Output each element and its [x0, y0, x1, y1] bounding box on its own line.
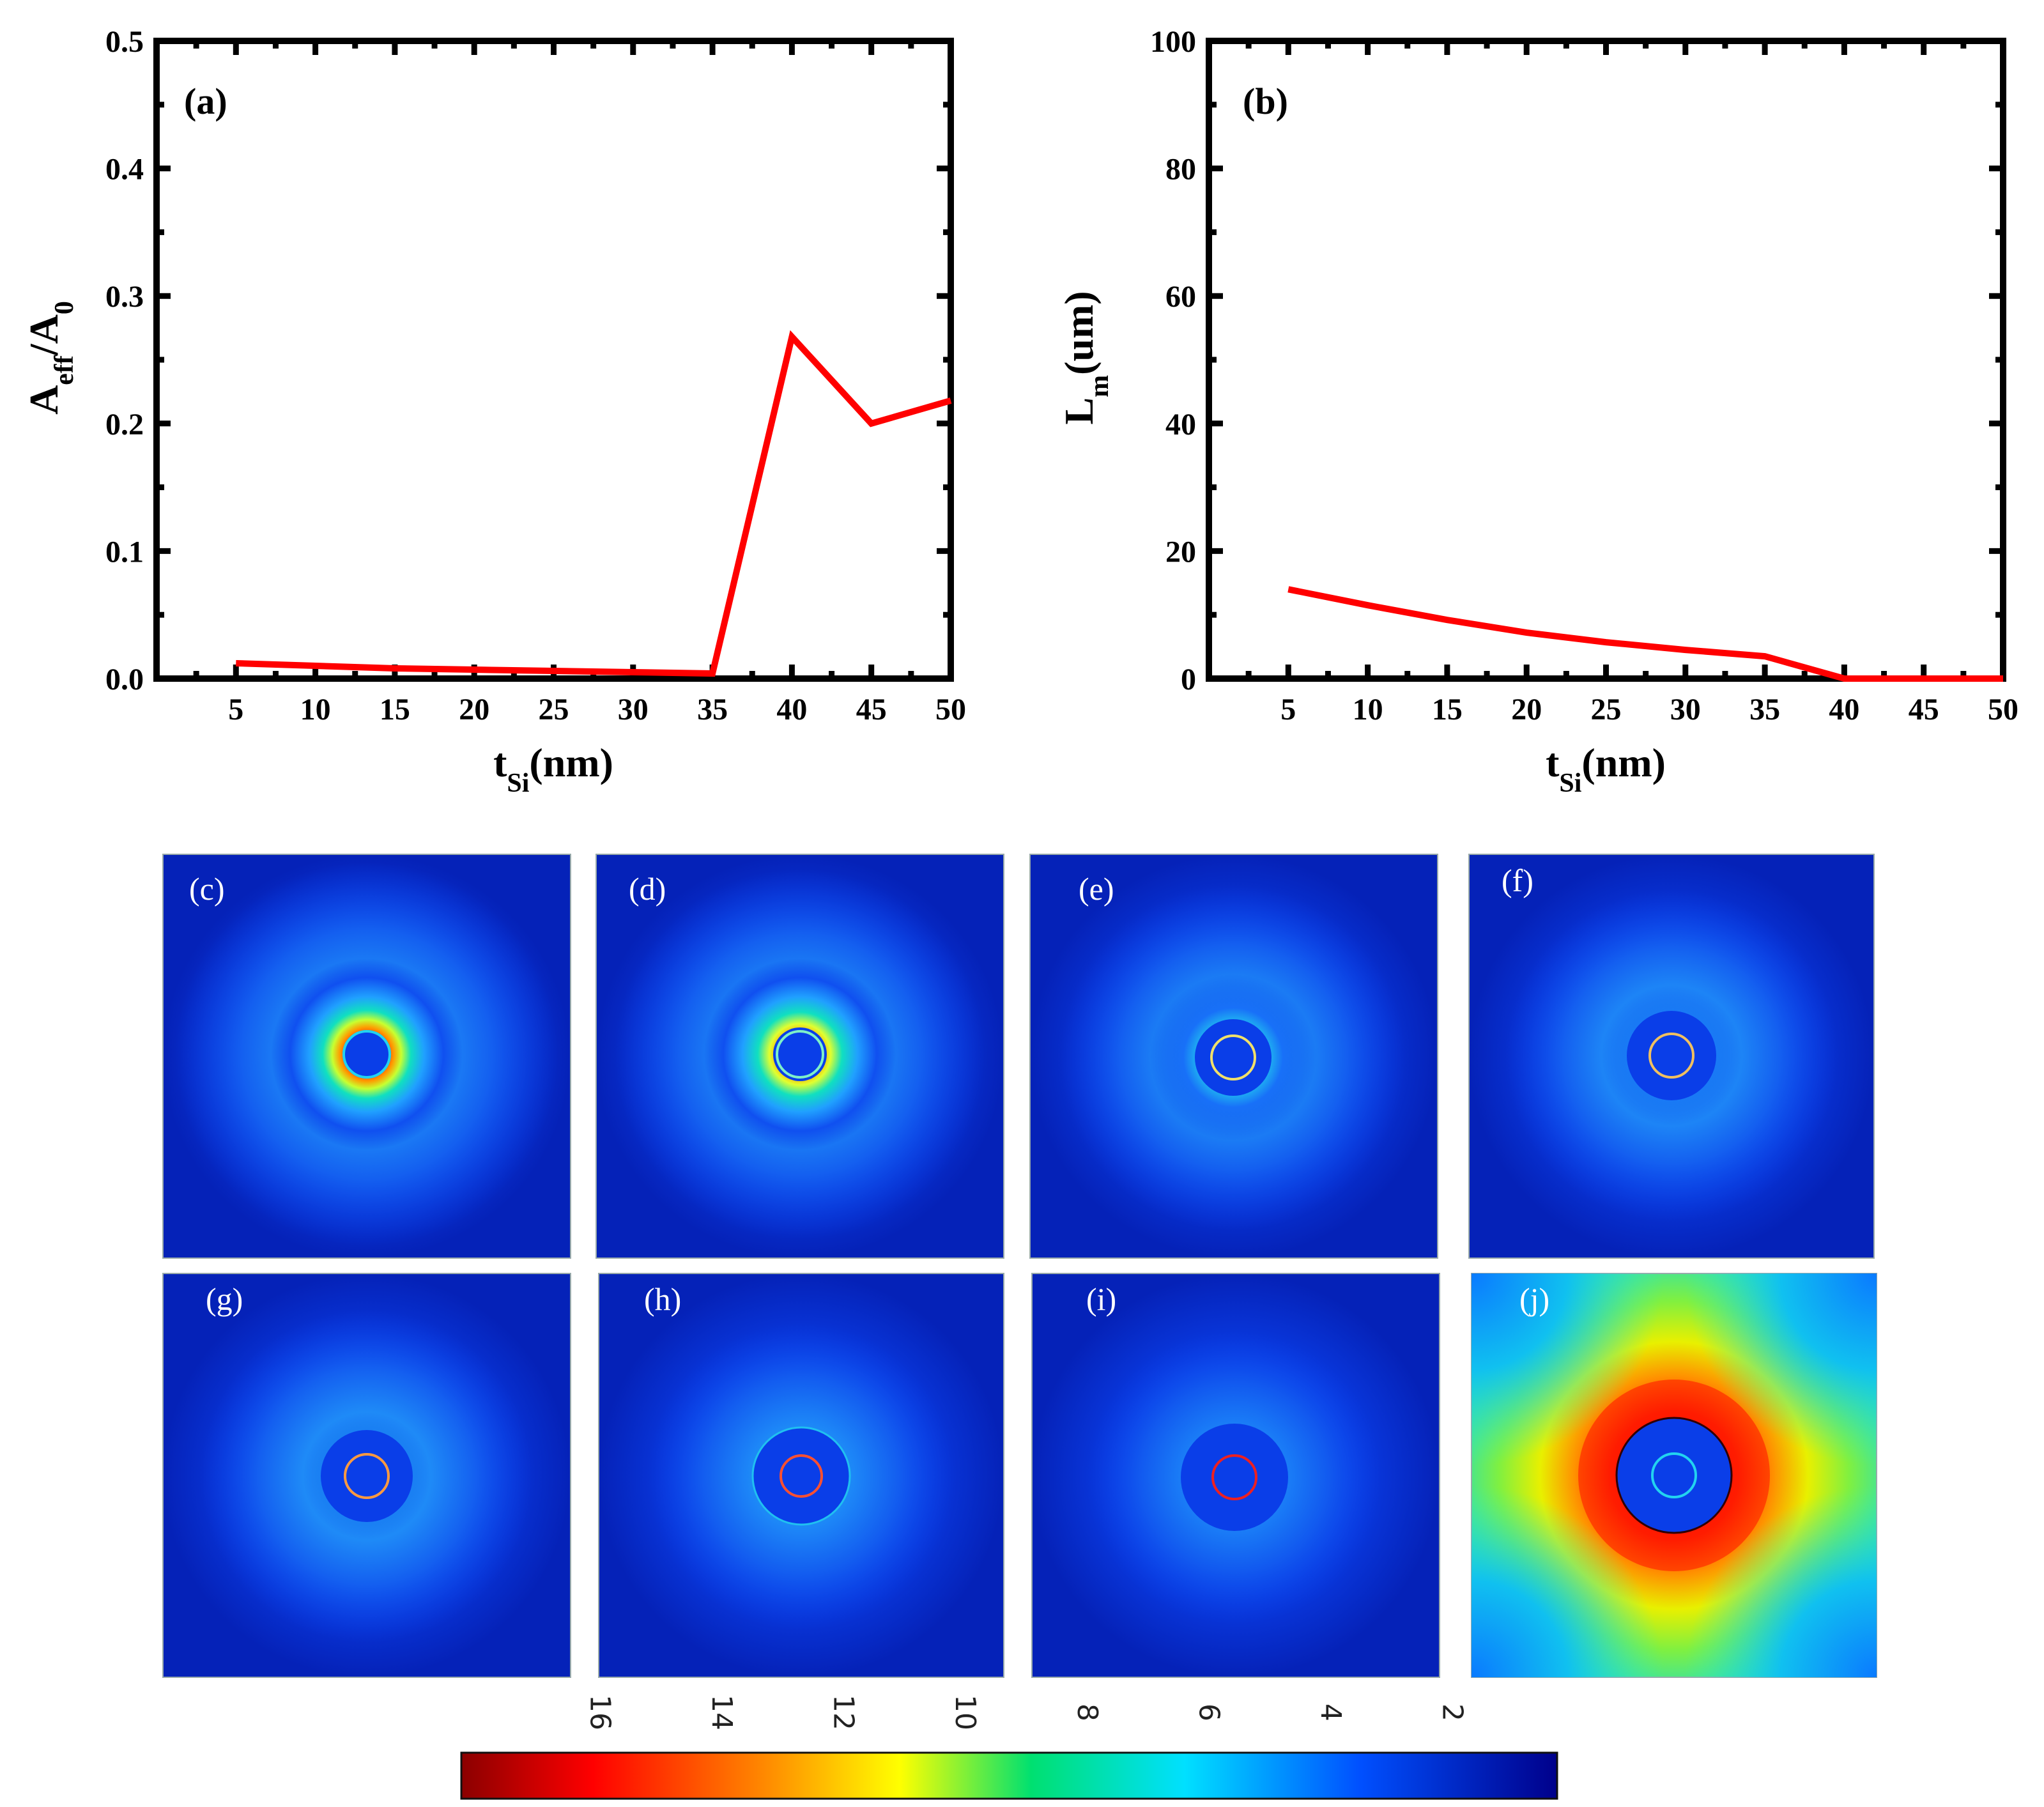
x-tick-label: 10: [1353, 693, 1383, 727]
core-disk: [1627, 1011, 1716, 1100]
y-tick-label: 40: [1165, 408, 1196, 442]
core-ring: [344, 1453, 390, 1499]
core-ring: [1648, 1033, 1694, 1079]
map-label: (i): [1086, 1281, 1116, 1317]
y-axis-title: Aeff/A0: [21, 301, 79, 415]
field-map-d: (d): [596, 854, 1004, 1259]
x-tick-labels: 5 10 15 20 25 30 35 40 45 50: [1280, 693, 2018, 727]
x-tick-label: 20: [1511, 693, 1542, 727]
field-maps: (c) (d) (e) (f): [162, 854, 1877, 1678]
x-tick-label: 15: [1432, 693, 1463, 727]
field-map-g: (g): [162, 1273, 571, 1678]
x-tick-label: 50: [935, 693, 966, 727]
x-tick-label: 35: [697, 693, 728, 727]
core-disk: [1181, 1424, 1288, 1531]
x-tick-label: 15: [380, 693, 410, 727]
plot-frame: [153, 38, 954, 682]
x-axis-title: tSi(nm): [493, 740, 613, 798]
map-label: (j): [1519, 1281, 1549, 1317]
y-tick-label: 0: [1181, 663, 1196, 696]
x-ticks: [1245, 41, 1967, 679]
core-disk: [321, 1430, 413, 1522]
y-tick-label: 0.3: [105, 280, 144, 314]
map-label: (h): [644, 1281, 681, 1317]
y-tick-labels: 0 20 40 60 80 100: [1150, 25, 1196, 696]
core-ring: [1211, 1454, 1257, 1500]
plot-frame: [1206, 38, 2006, 682]
map-label: (c): [189, 871, 225, 907]
panel-label: (a): [184, 81, 227, 122]
map-label: (g): [206, 1281, 243, 1317]
x-tick-label: 25: [539, 693, 569, 727]
colorbar-tick-labels: 16 14 12 10 8 6 4 2: [584, 1695, 1469, 1730]
series-line: [236, 330, 952, 677]
core-ring: [342, 1030, 391, 1079]
field-map-c: (c): [162, 854, 571, 1259]
y-tick-label: 20: [1165, 535, 1196, 569]
chart-b: 5 10 15 20 25 30 35 40 45 50 0 20 40 60 80 100 (b) tSi…: [1056, 25, 2018, 798]
core-disk: [1195, 1019, 1272, 1096]
x-tick-label: 20: [459, 693, 489, 727]
x-tick-label: 50: [1988, 693, 2018, 727]
x-tick-label: 30: [618, 693, 649, 727]
core-ring: [1651, 1452, 1697, 1498]
y-tick-label: 0.2: [105, 408, 144, 442]
x-axis-title: tSi(nm): [1546, 740, 1666, 798]
core-ring: [780, 1454, 823, 1498]
x-tick-label: 40: [776, 693, 807, 727]
y-tick-label: 80: [1165, 153, 1196, 187]
x-tick-label: 30: [1670, 693, 1701, 727]
y-tick-label: 0.4: [105, 153, 144, 187]
colorbar-tick-label: 10: [949, 1695, 981, 1730]
chart-a: 5 10 15 20 25 30 35 40 45 50 0.0 0.1 0.2 0.3 0.4 0.5 (…: [21, 25, 966, 798]
colorbar-tick-label: 12: [827, 1695, 860, 1730]
x-tick-labels: 5 10 15 20 25 30 35 40 45 50: [228, 693, 966, 727]
y-axis-title: Lm(um): [1056, 291, 1114, 424]
colorbar-tick-label: 6: [1192, 1703, 1225, 1721]
y-tick-label: 0.0: [105, 663, 144, 696]
field-map-i: (i): [1031, 1273, 1440, 1678]
core-disk: [773, 1027, 827, 1081]
x-tick-label: 40: [1829, 693, 1859, 727]
colorbar-tick-label: 4: [1314, 1703, 1347, 1721]
core-disk: [342, 1030, 391, 1079]
field-map-j: (j): [1471, 1273, 1877, 1678]
panel-label: (b): [1243, 81, 1288, 122]
map-label: (e): [1079, 871, 1114, 907]
colorbar-tick-label: 2: [1436, 1703, 1468, 1721]
colorbar-gradient: [460, 1751, 1558, 1800]
series-line: [1287, 586, 2003, 682]
y-ticks: [1209, 102, 2003, 618]
x-tick-label: 45: [1909, 693, 1939, 727]
x-tick-label: 35: [1749, 693, 1780, 727]
colorbar-tick-label: 14: [705, 1695, 738, 1730]
y-tick-label: 100: [1150, 25, 1196, 59]
x-tick-label: 10: [300, 693, 331, 727]
x-tick-label: 5: [228, 693, 243, 727]
x-tick-label: 45: [856, 693, 887, 727]
map-label: (f): [1502, 863, 1533, 898]
x-ticks: [193, 41, 914, 679]
y-ticks: [157, 102, 951, 618]
y-tick-label: 60: [1165, 280, 1196, 314]
map-label: (d): [629, 871, 666, 907]
x-tick-label: 25: [1591, 693, 1622, 727]
colorbar-tick-label: 8: [1071, 1703, 1103, 1721]
core-ring: [776, 1030, 824, 1079]
y-tick-label: 0.5: [105, 25, 144, 59]
y-tick-labels: 0.0 0.1 0.2 0.3 0.4 0.5: [105, 25, 144, 696]
core-disk: [1615, 1417, 1733, 1534]
colorbar: 16 14 12 10 8 6 4 2: [460, 1695, 1558, 1800]
field-map-f: (f): [1468, 854, 1875, 1259]
core-disk: [751, 1426, 851, 1526]
field-map-e: (e): [1029, 854, 1438, 1259]
field-map-h: (h): [598, 1273, 1004, 1678]
x-tick-label: 5: [1280, 693, 1296, 727]
core-ring: [1210, 1034, 1256, 1080]
y-tick-label: 0.1: [105, 535, 144, 569]
colorbar-tick-label: 16: [584, 1695, 617, 1730]
